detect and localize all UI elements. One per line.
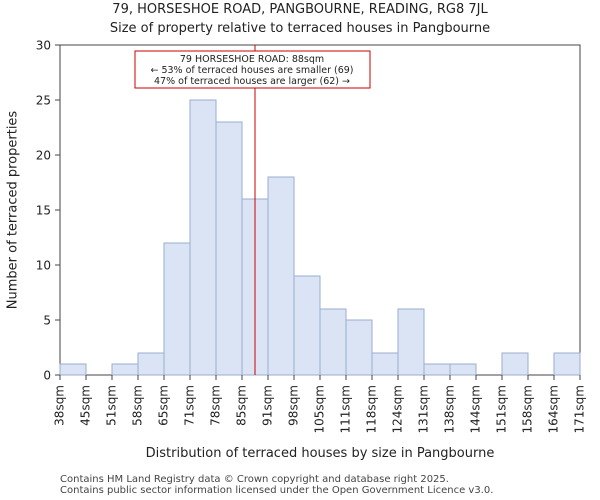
x-tick-label: 111sqm [339, 385, 353, 433]
x-axis-label: Distribution of terraced houses by size … [146, 446, 495, 461]
x-tick-label: 164sqm [547, 385, 561, 433]
x-tick-label: 158sqm [521, 385, 535, 433]
histogram-bar [501, 352, 529, 376]
histogram-bar [423, 363, 451, 376]
y-tick-label: 10 [36, 259, 51, 273]
histogram-bar [59, 363, 87, 376]
y-tick-label: 20 [36, 149, 51, 163]
annotation-line2: ← 53% of terraced houses are smaller (69… [150, 65, 353, 76]
x-tick-label: 78sqm [209, 385, 223, 426]
y-tick-label: 5 [43, 314, 51, 328]
annotation-line1: 79 HORSESHOE ROAD: 88sqm [180, 54, 324, 65]
x-tick-label: 51sqm [105, 385, 119, 426]
histogram-bar [163, 242, 191, 376]
histogram-bar [111, 363, 139, 376]
histogram-bar [267, 176, 295, 376]
x-tick-label: 105sqm [313, 385, 327, 433]
histogram-bar [137, 352, 165, 376]
y-tick-label: 0 [43, 369, 51, 383]
x-tick-label: 98sqm [287, 385, 301, 426]
histogram-bar [293, 275, 321, 376]
x-tick-label: 38sqm [53, 385, 67, 426]
histogram-bar [371, 352, 399, 376]
histogram-bar [449, 363, 477, 376]
x-tick-label: 58sqm [131, 385, 145, 426]
x-tick-label: 71sqm [183, 385, 197, 426]
x-tick-label: 65sqm [157, 385, 171, 426]
histogram-bar [397, 308, 425, 376]
histogram-bar [189, 99, 217, 376]
x-tick-label: 151sqm [495, 385, 509, 433]
x-tick-label: 144sqm [469, 385, 483, 433]
y-tick-label: 15 [36, 204, 51, 218]
annotation-box [134, 50, 371, 89]
y-tick-label: 25 [36, 94, 51, 108]
x-tick-label: 138sqm [443, 385, 457, 433]
annotation-line3: 47% of terraced houses are larger (62) → [154, 76, 350, 87]
x-tick-label: 131sqm [417, 385, 431, 433]
x-tick-label: 45sqm [79, 385, 93, 426]
x-tick-label: 118sqm [365, 385, 379, 433]
histogram-bar [319, 308, 347, 376]
y-tick-label: 30 [36, 39, 51, 53]
histogram-bar [215, 121, 243, 376]
histogram-bar [345, 319, 373, 376]
x-tick-label: 85sqm [235, 385, 249, 426]
y-axis-label: Number of terraced properties [6, 111, 21, 310]
x-tick-label: 91sqm [261, 385, 275, 426]
chart-subtitle: Size of property relative to terraced ho… [109, 21, 491, 36]
x-tick-label: 124sqm [391, 385, 405, 433]
chart-title: 79, HORSESHOE ROAD, PANGBOURNE, READING,… [112, 2, 488, 17]
footer-copyright: Contains HM Land Registry data © Crown c… [60, 474, 449, 485]
footer-licence: Contains public sector information licen… [60, 485, 494, 496]
histogram-bar [553, 352, 581, 376]
x-tick-label: 171sqm [573, 385, 587, 433]
